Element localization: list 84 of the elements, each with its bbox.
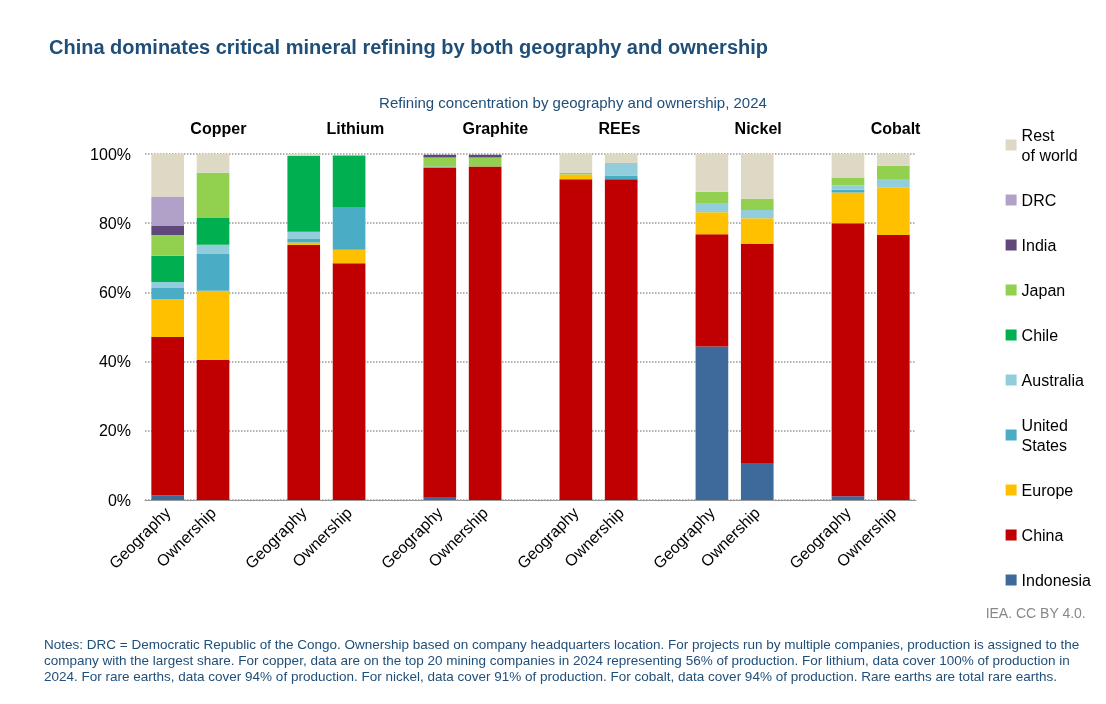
bar <box>740 210 774 219</box>
bar <box>831 223 865 497</box>
bar <box>287 245 321 500</box>
chart-title: China dominates critical mineral refining by both geography and ownership <box>49 36 768 58</box>
y-tick-label: 60% <box>98 283 131 301</box>
bar <box>332 206 366 250</box>
bar <box>332 263 366 500</box>
bar <box>559 179 593 500</box>
bar <box>151 282 184 288</box>
legend-label: India <box>1021 236 1057 254</box>
bar <box>151 225 184 235</box>
bar <box>559 174 593 180</box>
bar <box>695 191 729 204</box>
bar <box>151 196 184 226</box>
legend-label: United States <box>1021 416 1068 454</box>
bar <box>423 157 457 167</box>
bar <box>559 154 593 174</box>
bar <box>740 243 774 464</box>
y-tick-label: 80% <box>98 214 131 232</box>
text: Copper <box>190 119 247 137</box>
y-tick-label: 0% <box>107 491 131 509</box>
legend-label: Indonesia <box>1021 571 1092 589</box>
y-tick-label: 20% <box>98 422 131 440</box>
bar <box>196 244 230 254</box>
y-tick-label: 40% <box>98 353 131 371</box>
bar <box>196 154 230 173</box>
bar <box>831 185 865 190</box>
bar <box>196 253 230 291</box>
bar <box>740 218 774 244</box>
legend-label: Europe <box>1021 481 1074 499</box>
bar <box>695 203 729 213</box>
bar <box>695 346 729 500</box>
legend-label: China <box>1021 526 1064 544</box>
bar <box>196 290 230 360</box>
bar <box>877 234 910 500</box>
bar <box>151 234 184 256</box>
bar <box>831 154 865 178</box>
text: Notes: DRC = Democratic Republic of the Congo. Ownership based on company headquarters location. For projects run by multiple companies, production is assigned to the company with the largest share. For copper, data are on the top 20 mining companies in 2024 representing 56% of production. For lithium, data cover 100% of production in 2024. For rare earths, data cover 94% of production. For nickel, data cover 91% of production. For cobalt, data cover 94% of production. Rare earths are total rare earths. <box>44 636 1083 684</box>
bar <box>740 198 774 211</box>
bar <box>877 154 910 166</box>
bar <box>877 178 910 188</box>
bar <box>151 154 184 197</box>
bar <box>695 212 729 235</box>
text: IEA. CC BY 4.0. <box>985 605 1086 621</box>
legend-label: Australia <box>1021 371 1084 389</box>
bar <box>877 165 910 179</box>
bar <box>151 495 184 500</box>
bar <box>604 175 638 180</box>
text: REEs <box>598 119 641 137</box>
chart-subtitle: Refining concentration by geography and ownership, 2024 <box>379 94 767 111</box>
bar <box>831 496 865 500</box>
bar <box>423 167 457 497</box>
text: Cobalt <box>870 119 922 137</box>
bar <box>196 359 230 500</box>
legend-label: Chile <box>1021 326 1059 344</box>
bar <box>151 287 184 300</box>
y-tick-label: 100% <box>90 145 131 163</box>
bar <box>287 231 321 240</box>
bar <box>287 155 321 232</box>
text: Nickel <box>734 119 782 137</box>
bar <box>468 157 502 167</box>
bar <box>423 496 457 500</box>
bar <box>151 337 184 496</box>
bar <box>151 299 184 338</box>
bar <box>740 154 774 199</box>
bar <box>695 234 729 347</box>
text: Graphite <box>462 119 529 137</box>
bar <box>877 187 910 235</box>
legend-label: DRC <box>1021 191 1057 209</box>
bar <box>151 255 184 283</box>
legend-label: Rest of world <box>1021 126 1078 164</box>
legend-label: Japan <box>1021 281 1066 299</box>
bar <box>604 179 638 500</box>
bar <box>332 155 366 207</box>
bar <box>831 192 865 224</box>
bar <box>740 463 774 500</box>
bar <box>468 166 502 500</box>
bar <box>196 218 230 245</box>
text: Lithium <box>326 119 385 137</box>
bar <box>604 154 638 163</box>
bar <box>196 172 230 219</box>
bar <box>604 163 638 176</box>
bar <box>332 249 366 264</box>
bar <box>695 154 729 192</box>
